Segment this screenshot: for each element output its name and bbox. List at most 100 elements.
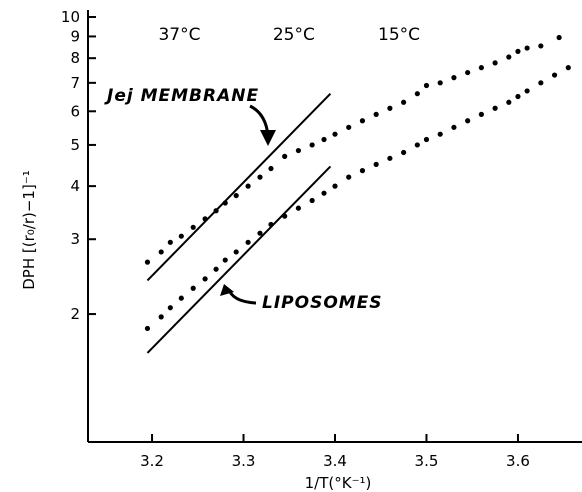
x-tick-label: 3.3 (232, 452, 256, 470)
data-point (506, 99, 512, 105)
data-point (437, 80, 443, 86)
data-point (332, 183, 338, 189)
data-point (295, 147, 302, 154)
data-point (245, 183, 251, 189)
y-tick-label: 3 (70, 230, 80, 248)
series-label-liposomes: LIPOSOMES (262, 293, 383, 313)
data-point (178, 295, 184, 301)
y-tick-label: 2 (70, 305, 80, 323)
data-point (245, 239, 251, 245)
data-point (309, 142, 315, 148)
x-tick-label: 3.5 (415, 452, 439, 470)
temperature-label: 15°C (378, 25, 420, 45)
data-point (556, 34, 562, 41)
y-tick-label: 4 (70, 177, 80, 195)
fit-lines (146, 92, 332, 354)
data-point (524, 88, 530, 94)
data-point (257, 174, 263, 180)
data-point (321, 190, 327, 196)
data-point (414, 91, 420, 97)
data-point (451, 75, 457, 81)
data-point (538, 80, 544, 86)
data-point (222, 200, 228, 206)
data-point (233, 249, 239, 255)
data-point (321, 136, 327, 143)
y-tick-label: 10 (61, 8, 80, 26)
data-point (437, 131, 443, 137)
data-point (551, 72, 558, 78)
y-tick-label: 6 (70, 102, 80, 120)
data-point (387, 105, 393, 111)
fit-line (146, 165, 332, 354)
data-point (506, 54, 512, 60)
data-point (282, 213, 288, 219)
data-point (387, 155, 393, 161)
data-points (144, 34, 571, 332)
data-point (202, 276, 208, 282)
data-point (144, 259, 151, 265)
data-point (268, 221, 274, 228)
data-point (465, 69, 471, 76)
y-axis-title: DPH [(r₀/r)−1]⁻¹ (20, 170, 38, 290)
series-arrowhead-liposomes (220, 284, 234, 296)
data-point (414, 142, 420, 148)
temperature-label: 37°C (158, 25, 200, 45)
data-point (332, 131, 338, 137)
data-point (465, 118, 471, 124)
data-point (515, 48, 521, 54)
data-point (167, 239, 173, 245)
x-tick-label: 3.2 (140, 452, 164, 470)
plot-frame (87, 10, 582, 443)
x-tick-label: 3.4 (323, 452, 347, 470)
data-point (268, 165, 274, 172)
data-point (478, 65, 484, 71)
data-point (524, 45, 530, 51)
y-tick-label: 5 (70, 136, 80, 154)
data-point (373, 111, 379, 117)
data-point (492, 105, 498, 111)
y-tick-label: 8 (70, 49, 80, 67)
data-point (423, 136, 430, 143)
y-ticks: 2 3 4 5 6 7 8 910 (61, 8, 96, 323)
x-ticks: 3.2 3.3 3.4 3.5 3.6 (140, 434, 530, 470)
data-point (565, 65, 571, 71)
data-point (282, 153, 288, 159)
temperature-labels: 37°C 25°C 15°C (158, 25, 420, 45)
data-point (401, 99, 407, 105)
data-point (295, 205, 302, 211)
series-label-jej-membrane: Jej MEMBRANE (104, 86, 259, 106)
data-point (233, 192, 239, 199)
data-point (373, 161, 379, 167)
temperature-label: 25°C (273, 25, 315, 45)
data-point (492, 60, 498, 66)
fit-line (146, 92, 332, 282)
data-point (401, 149, 407, 156)
data-point (346, 124, 352, 130)
series-arrowhead-jej-membrane (260, 130, 276, 146)
data-point (144, 325, 151, 332)
data-point (359, 168, 366, 174)
data-point (213, 208, 219, 214)
data-point (213, 266, 219, 272)
data-point (451, 124, 457, 130)
data-point (178, 233, 184, 239)
data-point (158, 249, 164, 255)
y-tick-label: 7 (70, 74, 80, 92)
data-point (190, 285, 196, 291)
series-arrow-liposomes (228, 291, 257, 305)
y-tick-label: 9 (70, 27, 80, 45)
data-point (158, 314, 164, 320)
x-tick-label: 3.6 (506, 452, 530, 470)
data-point (538, 43, 544, 49)
data-point (359, 118, 366, 124)
data-point (167, 305, 173, 311)
data-point (222, 257, 228, 263)
data-point (515, 93, 521, 100)
data-point (478, 111, 484, 117)
data-point (346, 174, 352, 180)
data-point (190, 224, 196, 230)
data-point (423, 82, 430, 89)
data-point (202, 216, 208, 222)
data-point (257, 230, 263, 236)
